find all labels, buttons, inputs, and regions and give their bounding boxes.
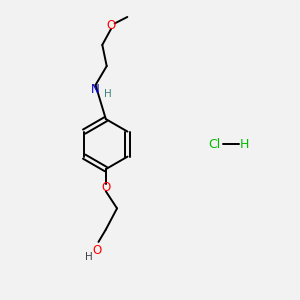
- Text: Cl: Cl: [209, 138, 221, 151]
- Text: O: O: [101, 181, 110, 194]
- Text: N: N: [91, 83, 100, 96]
- Text: H: H: [104, 89, 112, 99]
- Text: O: O: [92, 244, 102, 257]
- Text: O: O: [106, 19, 116, 32]
- Text: H: H: [239, 138, 249, 151]
- Text: H: H: [85, 252, 93, 262]
